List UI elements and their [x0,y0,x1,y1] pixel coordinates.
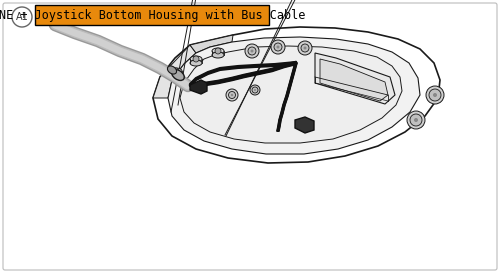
Circle shape [274,43,282,51]
Ellipse shape [172,70,184,81]
Circle shape [298,41,312,55]
FancyBboxPatch shape [3,3,497,270]
Polygon shape [320,59,388,101]
Circle shape [410,114,422,126]
Circle shape [252,87,258,93]
Circle shape [215,48,221,54]
Circle shape [271,40,285,54]
Ellipse shape [190,60,202,66]
Ellipse shape [168,66,176,74]
Circle shape [276,46,280,49]
Circle shape [250,49,254,52]
Polygon shape [315,53,395,104]
Circle shape [407,111,425,129]
Circle shape [433,93,437,97]
Text: NE + Joystick Bottom Housing with Bus Cable: NE + Joystick Bottom Housing with Bus Ca… [0,8,305,22]
Circle shape [248,47,256,55]
FancyBboxPatch shape [35,5,269,25]
Polygon shape [180,46,402,143]
Circle shape [429,89,441,101]
Polygon shape [190,80,207,94]
Ellipse shape [170,72,182,78]
Circle shape [226,89,238,101]
Ellipse shape [170,68,182,74]
Circle shape [12,7,32,27]
Circle shape [231,94,233,96]
Circle shape [245,44,259,58]
Circle shape [301,44,309,52]
Polygon shape [153,27,440,163]
Ellipse shape [212,52,224,58]
Polygon shape [190,35,233,53]
Circle shape [250,85,260,95]
Circle shape [426,86,444,104]
Circle shape [193,56,199,62]
Circle shape [228,91,235,99]
Text: A1: A1 [16,12,28,22]
Polygon shape [168,37,420,154]
Circle shape [173,68,179,74]
Ellipse shape [212,48,224,54]
Polygon shape [295,117,314,133]
Circle shape [414,118,418,122]
Circle shape [254,89,256,91]
Circle shape [304,46,306,49]
Ellipse shape [190,56,202,62]
Polygon shape [153,45,196,98]
